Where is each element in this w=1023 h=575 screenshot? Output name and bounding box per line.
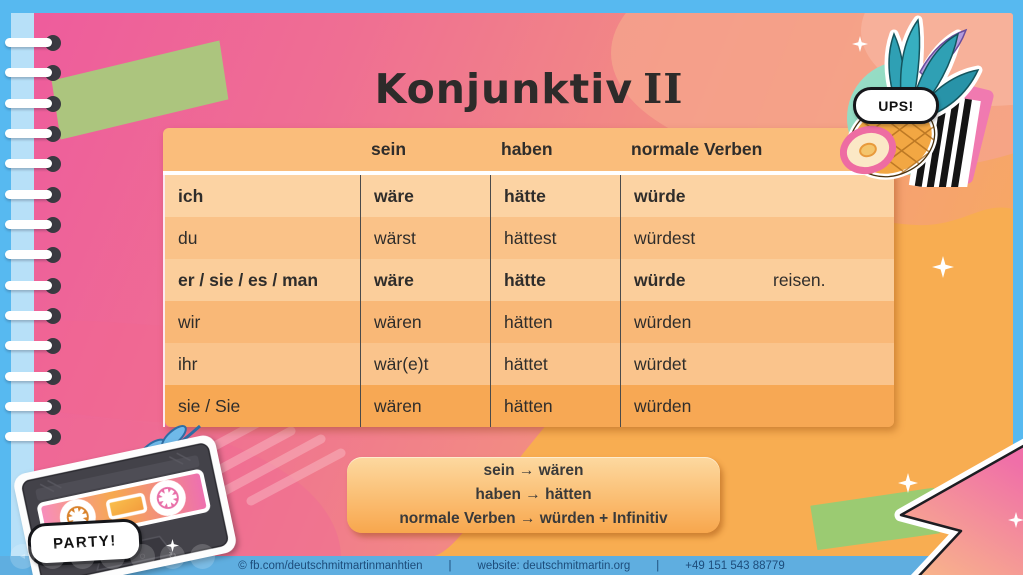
table-row: ihr wär(e)t hättet würdet: [165, 343, 894, 385]
summary-line-normale: normale Verben → würden + Infinitiv: [399, 510, 668, 527]
spiral-ring: [5, 35, 61, 51]
haben-cell: hättet: [490, 343, 620, 385]
pineapple-sticker: [840, 15, 994, 187]
summary-line-haben: haben → hätten: [475, 485, 592, 503]
spiral-ring: [5, 156, 61, 172]
spiral-ring: [5, 308, 61, 324]
table-row: ich wäre hätte würde: [165, 175, 894, 217]
rule-summary-box: sein → wären haben → hätten normale Verb…: [347, 457, 720, 533]
presenter-toolbar: ◂ ▸ ✎ ■ ◌ ↻ ⋯: [10, 544, 215, 569]
spiral-ring: [5, 247, 61, 263]
spiral-ring: [5, 338, 61, 354]
header-cell-normale-verben: normale Verben: [631, 139, 763, 159]
table-body: ich wäre hätte würde du wärst hättest wü…: [163, 175, 894, 427]
spiral-ring: [5, 96, 61, 112]
verb-form: würdest: [634, 227, 696, 248]
sein-cell: wären: [360, 301, 490, 343]
pronoun-cell: sie / Sie: [178, 395, 241, 416]
spiral-ring: [5, 65, 61, 81]
undo-icon[interactable]: ↻: [160, 544, 185, 569]
sein-cell: wäre: [360, 175, 490, 217]
pronoun-cell: du: [178, 227, 198, 248]
page-title: Konjunktiv II: [163, 65, 895, 113]
header-cell-empty: [163, 128, 358, 171]
conjugation-table: sein haben normale Verben ich wäre hätte…: [163, 128, 894, 427]
table-row: er / sie / es / man wäre hätte würde reis…: [165, 259, 894, 301]
normale-cell: würdest: [620, 217, 896, 259]
summary-line-sein: sein → wären: [483, 461, 584, 479]
haben-cell: hättest: [490, 217, 620, 259]
normale-cell: würde: [620, 175, 896, 217]
ups-speech-bubble: UPS!: [853, 87, 939, 124]
table-row: sie / Sie wären hätten würden: [165, 385, 894, 427]
footer-separator: |: [656, 559, 660, 572]
sein-cell: wärst: [360, 217, 490, 259]
title-word: Konjunktiv: [374, 65, 634, 114]
pronoun-cell: wir: [178, 311, 201, 332]
table-row: wir wären hätten würden: [165, 301, 894, 343]
pronoun-cell: ihr: [178, 353, 198, 374]
verb-form: würdet: [634, 353, 687, 374]
verb-form: würde: [634, 269, 686, 290]
sein-cell: wär(e)t: [360, 343, 490, 385]
haben-cell: hätte: [490, 175, 620, 217]
spiral-ring: [5, 429, 61, 445]
spiral-ring: [5, 369, 61, 385]
pronoun-cell: ich: [178, 185, 204, 206]
normale-cell: würden: [620, 301, 896, 343]
verb-form: würden: [634, 311, 692, 332]
play-icon[interactable]: ▸: [40, 544, 65, 569]
phone-number: +49 151 543 88779: [685, 559, 785, 572]
spiral-ring: [5, 187, 61, 203]
table-header-row: sein haben normale Verben: [163, 128, 894, 171]
spiral-ring: [5, 399, 61, 415]
spiral-ring: [5, 278, 61, 294]
footer-separator: |: [448, 559, 452, 572]
haben-cell: hätten: [490, 301, 620, 343]
facebook-credit: © fb.com/deutschmitmartinmanhtien: [238, 559, 423, 572]
back-icon[interactable]: ◂: [10, 544, 35, 569]
contact-footer-bar: © fb.com/deutschmitmartinmanhtien | webs…: [0, 556, 1023, 575]
verb-form: würden: [634, 395, 692, 416]
ups-label: UPS!: [878, 97, 914, 114]
pencil-icon[interactable]: ✎: [70, 544, 95, 569]
normale-cell: würden: [620, 385, 896, 427]
stop-icon[interactable]: ■: [100, 544, 125, 569]
more-icon[interactable]: ⋯: [190, 544, 215, 569]
header-cell-sein: sein: [371, 139, 407, 159]
spiral-ring: [5, 217, 61, 233]
title-numeral: II: [643, 65, 684, 114]
table-row: du wärst hättest würdest: [165, 217, 894, 259]
header-divider: [163, 171, 894, 175]
lightning-bolt-sticker: [894, 438, 1023, 575]
haben-cell: hätte: [490, 259, 620, 301]
normale-cell: würdet: [620, 343, 896, 385]
header-cell-haben: haben: [501, 139, 553, 159]
sein-cell: wäre: [360, 259, 490, 301]
spiral-ring: [5, 126, 61, 142]
sein-cell: wären: [360, 385, 490, 427]
haben-cell: hätten: [490, 385, 620, 427]
pronoun-cell: er / sie / es / man: [178, 269, 319, 290]
website-credit: website: deutschmitmartin.org: [477, 559, 631, 572]
verb-form: würde: [634, 185, 686, 206]
normale-cell: würde reisen.: [620, 259, 896, 301]
infinitive-example: reisen.: [773, 269, 826, 290]
search-icon[interactable]: ◌: [130, 544, 155, 569]
